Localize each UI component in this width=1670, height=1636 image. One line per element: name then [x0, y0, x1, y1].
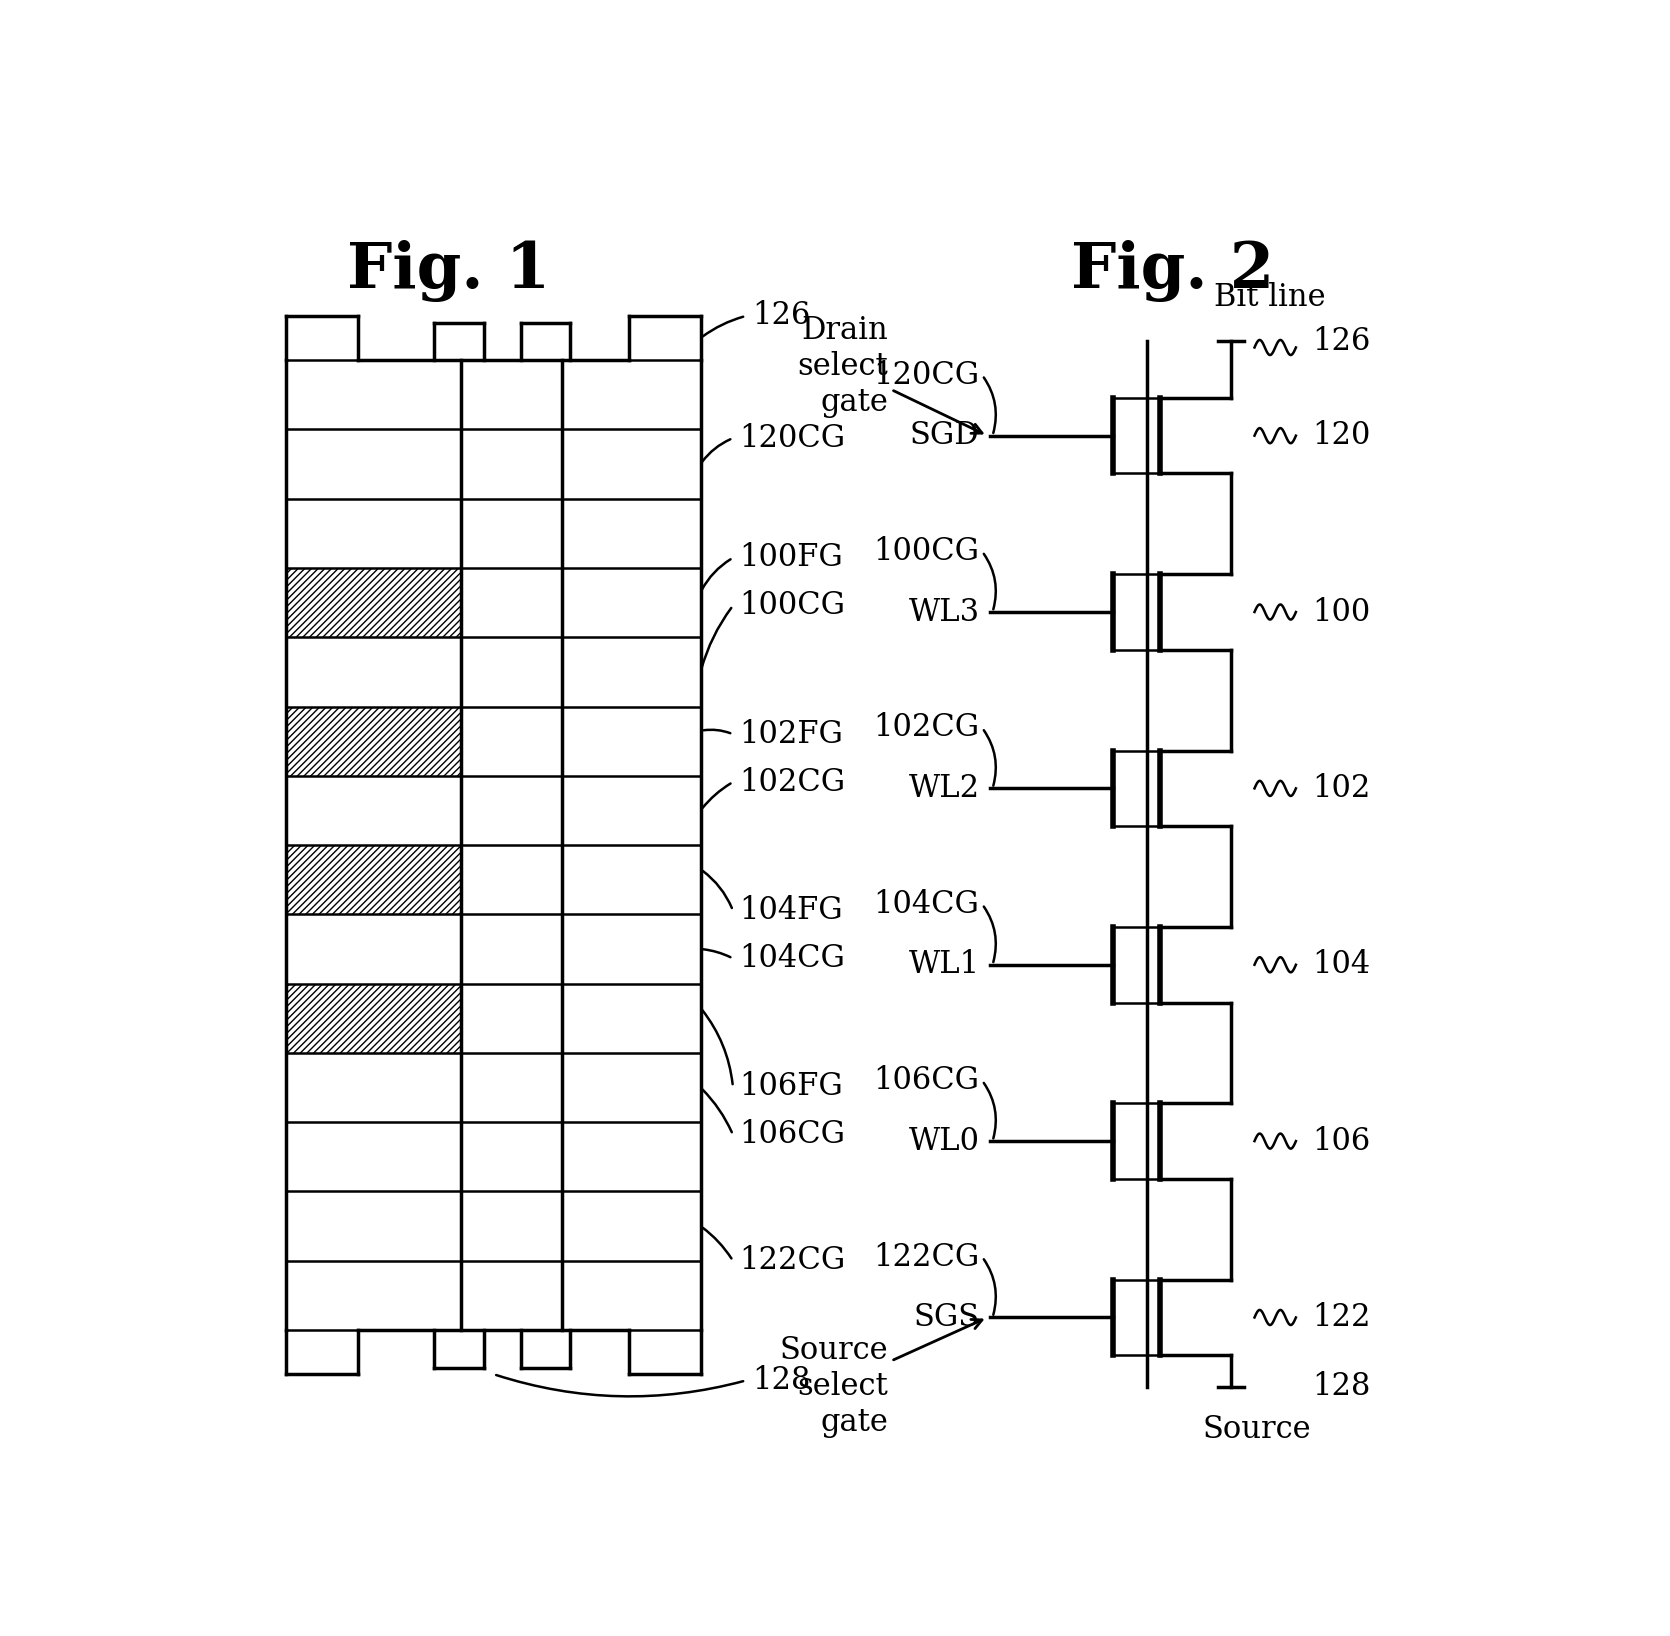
Text: Source
select
gate: Source select gate: [780, 1320, 982, 1438]
Text: 106: 106: [1313, 1126, 1371, 1157]
Text: 122: 122: [1313, 1302, 1371, 1333]
Text: 104CG: 104CG: [873, 888, 980, 919]
Text: WL2: WL2: [908, 772, 980, 803]
Bar: [287, 707, 461, 775]
Text: 106FG: 106FG: [740, 1072, 843, 1103]
Text: WL0: WL0: [908, 1126, 980, 1157]
Text: SGD: SGD: [910, 420, 980, 452]
Text: 104FG: 104FG: [740, 895, 843, 926]
Text: Source: Source: [1202, 1415, 1311, 1446]
Text: 120: 120: [1313, 420, 1371, 452]
Text: 102CG: 102CG: [740, 767, 845, 798]
Text: 100: 100: [1313, 597, 1371, 628]
Text: 102: 102: [1313, 772, 1371, 803]
Text: Fig. 1: Fig. 1: [347, 240, 549, 303]
Text: 102FG: 102FG: [740, 718, 843, 749]
Text: 104CG: 104CG: [740, 942, 845, 973]
Text: SGS: SGS: [913, 1302, 980, 1333]
Text: Fig. 2: Fig. 2: [1072, 240, 1274, 303]
Text: 122CG: 122CG: [873, 1242, 980, 1273]
Text: 128: 128: [1313, 1371, 1371, 1402]
Bar: [287, 846, 461, 915]
Text: 120CG: 120CG: [740, 422, 845, 453]
Bar: [287, 983, 461, 1054]
Text: 100CG: 100CG: [740, 591, 845, 622]
Text: 104: 104: [1313, 949, 1371, 980]
Text: 126: 126: [752, 301, 810, 332]
Text: 128: 128: [752, 1364, 810, 1396]
Text: Drain
select
gate: Drain select gate: [798, 316, 982, 434]
Text: 100CG: 100CG: [873, 537, 980, 568]
Bar: [287, 568, 461, 636]
Text: WL3: WL3: [908, 597, 980, 628]
Text: WL1: WL1: [908, 949, 980, 980]
Text: Bit line: Bit line: [1214, 283, 1326, 314]
Text: 120CG: 120CG: [873, 360, 980, 391]
Text: 102CG: 102CG: [873, 712, 980, 743]
Text: 106CG: 106CG: [740, 1119, 845, 1150]
Text: 100FG: 100FG: [740, 543, 843, 573]
Text: 106CG: 106CG: [873, 1065, 980, 1096]
Text: 122CG: 122CG: [740, 1245, 845, 1276]
Text: 126: 126: [1313, 326, 1371, 357]
